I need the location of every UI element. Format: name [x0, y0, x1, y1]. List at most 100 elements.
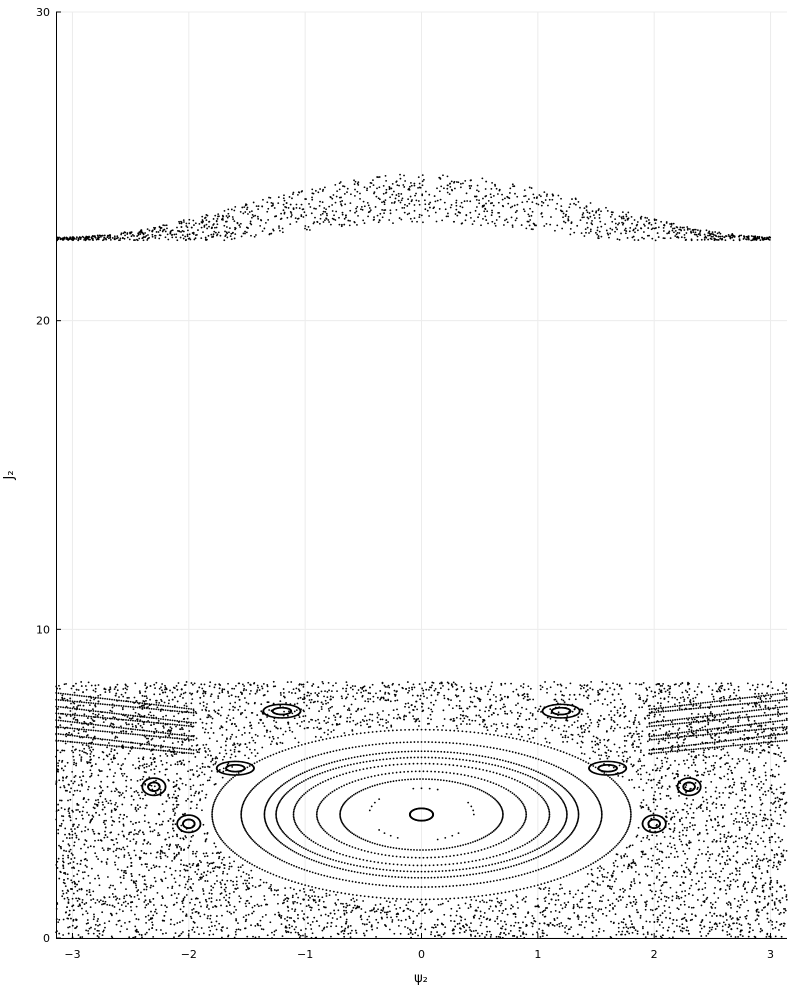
data-point: [387, 905, 390, 908]
data-point: [619, 839, 622, 842]
data-point: [304, 743, 307, 745]
data-point: [639, 698, 642, 701]
data-point: [522, 683, 525, 685]
data-point: [574, 851, 577, 854]
data-point: [632, 746, 634, 749]
data-point: [410, 876, 413, 879]
data-point: [128, 936, 131, 939]
data-point: [73, 776, 76, 779]
data-point: [279, 827, 282, 830]
data-point: [144, 895, 146, 897]
data-point: [481, 761, 484, 764]
data-point: [234, 755, 237, 758]
data-point: [392, 885, 395, 888]
data-point: [135, 842, 137, 845]
data-point: [373, 910, 376, 913]
data-point: [710, 795, 712, 798]
data-point: [396, 763, 399, 766]
data-point: [294, 881, 297, 884]
data-point: [243, 767, 246, 770]
data-point: [629, 821, 631, 824]
data-point: [317, 754, 320, 756]
data-point: [175, 806, 178, 809]
data-point: [517, 874, 520, 877]
data-point: [532, 922, 534, 925]
data-point: [688, 687, 691, 690]
data-point: [142, 797, 144, 800]
data-point: [237, 772, 240, 774]
data-point: [317, 904, 320, 907]
data-point: [533, 777, 536, 780]
data-point: [414, 856, 417, 859]
data-point: [545, 741, 548, 743]
data-point: [785, 898, 788, 901]
data-point: [350, 756, 353, 759]
data-point: [278, 801, 281, 804]
data-point: [278, 786, 281, 789]
data-point: [695, 704, 698, 707]
data-point: [475, 767, 477, 770]
data-point: [441, 885, 444, 888]
data-point: [434, 885, 437, 888]
data-point: [187, 770, 189, 773]
data-point: [301, 854, 304, 857]
data-point: [344, 734, 347, 737]
data-point: [785, 894, 788, 896]
data-point: [286, 846, 289, 849]
data-point: [531, 925, 534, 928]
data-point: [686, 858, 689, 860]
data-point: [414, 876, 416, 879]
data-point: [282, 844, 285, 846]
data-point: [322, 900, 325, 903]
data-point: [670, 852, 672, 855]
data-point: [293, 808, 295, 811]
data-point: [384, 693, 386, 695]
data-point: [329, 890, 332, 892]
data-point: [437, 750, 439, 753]
data-point: [340, 892, 343, 894]
data-point: [410, 778, 412, 781]
data-point: [299, 710, 302, 713]
data-point: [425, 849, 427, 851]
data-point: [495, 854, 498, 857]
data-point: [462, 743, 465, 745]
data-point: [272, 834, 275, 837]
data-point: [281, 859, 283, 862]
data-point: [314, 872, 317, 875]
data-point: [474, 850, 476, 853]
data-point: [315, 766, 318, 769]
data-point: [442, 933, 445, 936]
data-point: [290, 746, 293, 749]
data-point: [184, 812, 186, 815]
data-point: [597, 725, 600, 728]
data-point: [263, 735, 266, 737]
data-point: [715, 806, 718, 809]
data-point: [396, 869, 398, 872]
data-point: [378, 829, 381, 831]
data-point: [459, 782, 462, 785]
data-point: [126, 866, 129, 868]
data-point: [528, 859, 530, 862]
data-point: [212, 803, 215, 806]
data-point: [711, 903, 714, 906]
data-point: [406, 870, 409, 873]
data-point: [613, 699, 616, 702]
data-point: [702, 759, 705, 762]
data-point: [239, 866, 242, 869]
data-point: [484, 936, 486, 939]
data-point: [242, 802, 245, 805]
data-point: [322, 829, 325, 832]
data-point: [550, 880, 553, 883]
data-point: [385, 742, 388, 745]
data-point: [481, 871, 484, 874]
data-point: [261, 687, 264, 690]
data-point: [101, 903, 103, 906]
data-point: [436, 864, 439, 866]
data-point: [690, 803, 693, 806]
data-point: [592, 765, 595, 767]
data-point: [310, 839, 313, 842]
data-point: [496, 727, 498, 730]
data-point: [525, 816, 527, 819]
data-point: [354, 834, 357, 837]
data-point: [571, 724, 574, 726]
